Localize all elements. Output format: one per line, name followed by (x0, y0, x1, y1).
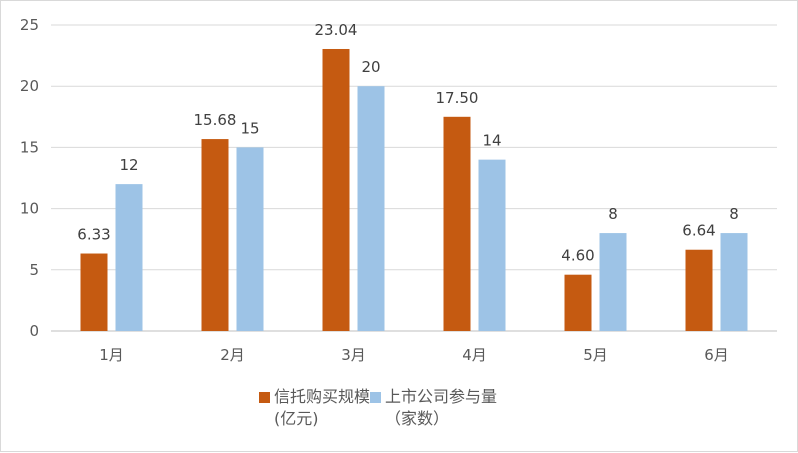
y-tick-label: 20 (20, 77, 39, 95)
data-label: 17.50 (436, 89, 479, 107)
bars (80, 48, 748, 332)
x-tick-label: 2月 (220, 346, 245, 364)
data-label: 6.33 (77, 226, 110, 244)
bar-series1-4月 (478, 159, 506, 331)
data-label: 15.68 (194, 111, 237, 129)
data-label: 4.60 (561, 247, 594, 265)
legend-item-trust: 信托购买规模 (亿元) (259, 386, 370, 430)
bar-series1-2月 (236, 147, 264, 331)
y-tick-label: 15 (20, 138, 39, 156)
data-label: 14 (482, 132, 501, 150)
bar-series1-1月 (115, 184, 143, 331)
y-tick-label: 0 (29, 322, 39, 340)
x-tick-label: 6月 (704, 346, 729, 364)
bar-series1-3月 (357, 86, 385, 331)
data-label: 23.04 (315, 21, 358, 39)
data-label: 20 (361, 58, 380, 76)
y-tick-label: 25 (20, 16, 39, 34)
legend-label-companies: 上市公司参与量 （家数） (385, 387, 498, 428)
x-tick-label: 5月 (583, 346, 608, 364)
bar-series0-4月 (443, 116, 471, 331)
x-tick-label: 1月 (99, 346, 124, 364)
data-label: 8 (608, 205, 618, 223)
x-tick-label: 3月 (341, 346, 366, 364)
y-axis-tick-labels: 0 5 10 15 20 25 (20, 16, 39, 340)
data-label: 8 (729, 205, 739, 223)
bar-series0-3月 (322, 48, 350, 332)
legend-swatch-companies (370, 392, 382, 403)
x-axis-tick-labels: 1月 2月 3月 4月 5月 6月 (99, 346, 729, 364)
data-labels: 6.33 12 15.68 15 23.04 20 17.50 14 4.60 8 6.64 8 (77, 21, 738, 265)
legend: 信托购买规模 (亿元) 上市公司参与量 （家数） (259, 386, 497, 430)
y-tick-label: 10 (20, 200, 39, 218)
legend-swatch-trust (259, 392, 270, 403)
legend-item-companies: 上市公司参与量 （家数） (370, 386, 497, 430)
bar-series1-5月 (599, 233, 627, 331)
bar-series1-6月 (720, 233, 748, 331)
data-label: 15 (240, 119, 259, 137)
legend-label-trust: 信托购买规模 (亿元) (274, 387, 371, 428)
y-tick-label: 5 (29, 261, 39, 279)
bar-series0-5月 (564, 274, 592, 331)
gridlines (51, 24, 777, 332)
bar-series0-1月 (80, 253, 108, 331)
x-tick-label: 4月 (462, 346, 487, 364)
data-label: 12 (119, 156, 138, 174)
data-label: 6.64 (682, 222, 715, 240)
bar-series0-6月 (685, 249, 713, 331)
bar-series0-2月 (201, 139, 229, 331)
